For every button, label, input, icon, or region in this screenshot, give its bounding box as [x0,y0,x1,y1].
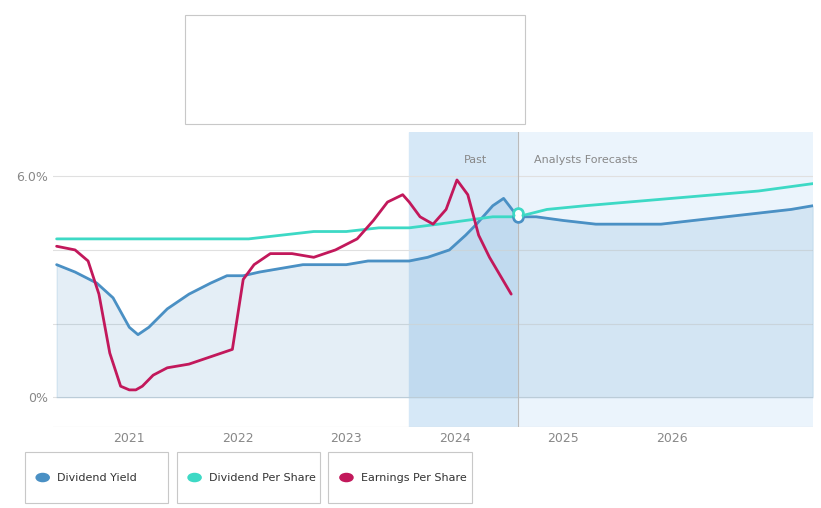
Text: Dividend Per Share: Dividend Per Share [209,472,316,483]
Text: Analysts Forecasts: Analysts Forecasts [534,155,638,165]
Text: CA$1.933: CA$1.933 [362,84,421,94]
Text: Earnings Per Share: Earnings Per Share [361,472,467,483]
Text: /yr: /yr [456,84,475,94]
Text: 4.9%: 4.9% [362,62,393,73]
Text: /yr: /yr [412,62,431,73]
Text: Dividend Yield: Dividend Yield [57,472,137,483]
Bar [409,132,518,427]
Text: Past: Past [463,155,487,165]
Text: Jul 04 2024: Jul 04 2024 [199,28,273,41]
Text: No data: No data [362,106,410,116]
Text: Dividend Per Share: Dividend Per Share [199,84,305,94]
Text: Earnings Per Share: Earnings Per Share [199,106,304,116]
Bar [518,132,813,427]
Text: Dividend Yield: Dividend Yield [199,62,278,73]
